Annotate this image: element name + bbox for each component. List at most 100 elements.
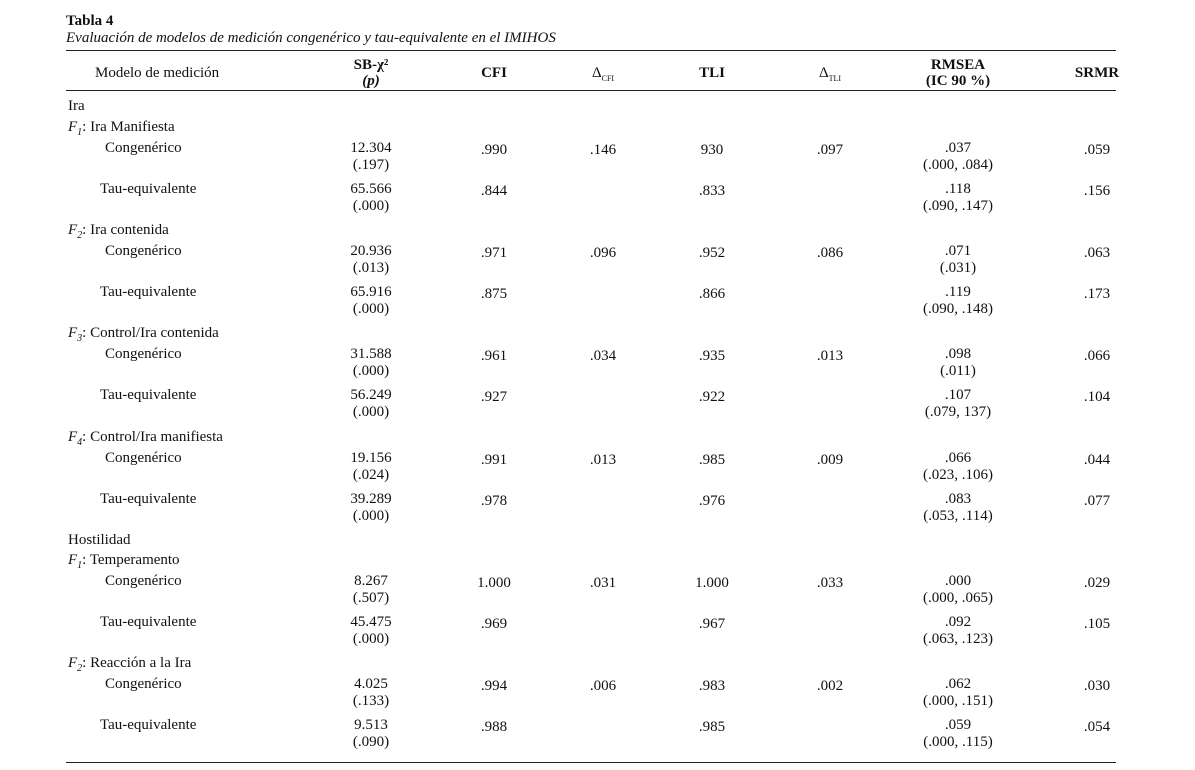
rmsea-point: .118 bbox=[945, 181, 971, 197]
factor-letter: F4 bbox=[68, 429, 83, 448]
dtli-value: .002 bbox=[816, 678, 844, 694]
cfi-value: .844 bbox=[480, 183, 508, 199]
tli-value: .922 bbox=[698, 389, 726, 405]
factor-number: 3 bbox=[77, 333, 83, 344]
sb-chi2-value: 19.156 (.024) bbox=[350, 450, 391, 484]
chi2-value: 9.513 bbox=[354, 717, 388, 733]
rmsea-value: .118 (.090, .147) bbox=[923, 181, 993, 215]
rmsea-ci: (.079, 137) bbox=[924, 404, 992, 420]
factor-heading: F3: Control/Ira contenida bbox=[68, 325, 219, 347]
rmsea-ci: (.000, .065) bbox=[923, 590, 993, 606]
chi2-value: 65.916 bbox=[350, 284, 392, 300]
model-label: Tau-equivalente bbox=[100, 181, 197, 197]
sb-chi2-value: 65.566 (.000) bbox=[350, 181, 391, 215]
tli-value: .935 bbox=[698, 348, 726, 364]
rmsea-point: .066 bbox=[944, 450, 972, 466]
p-value: (.000) bbox=[352, 198, 390, 214]
rmsea-point: .119 bbox=[945, 284, 971, 300]
rmsea-value: .066 (.023, .106) bbox=[923, 450, 993, 484]
srmr-value: .156 bbox=[1083, 183, 1111, 199]
p-value: (.000) bbox=[352, 404, 390, 420]
srmr-value: .104 bbox=[1083, 389, 1111, 405]
srmr-value: .044 bbox=[1083, 452, 1111, 468]
cfi-value: .988 bbox=[480, 719, 508, 735]
model-label: Congenérico bbox=[105, 450, 182, 466]
cfi-value: .875 bbox=[480, 286, 508, 302]
factor-number: 4 bbox=[77, 437, 83, 448]
dcfi-value: .013 bbox=[589, 452, 617, 468]
factor-letter: F2 bbox=[68, 655, 83, 674]
rmsea-ci: (.023, .106) bbox=[923, 467, 993, 483]
table-caption: Evaluación de modelos de medición congen… bbox=[66, 30, 556, 46]
factor-heading: F2: Ira contenida bbox=[68, 222, 169, 244]
p-value: (.197) bbox=[352, 157, 390, 173]
factor-letter: F3 bbox=[68, 325, 83, 344]
header-delta-cfi: ΔCFI bbox=[591, 65, 615, 83]
header-cfi: CFI bbox=[481, 65, 507, 81]
factor-label: : Ira Manifiesta bbox=[82, 119, 175, 135]
dcfi-value: .031 bbox=[589, 575, 617, 591]
p-value: (.507) bbox=[352, 590, 390, 606]
tli-value: .967 bbox=[698, 616, 726, 632]
sb-chi2-value: 20.936 (.013) bbox=[350, 243, 391, 277]
chi2-value: 4.025 bbox=[354, 676, 388, 692]
header-model: Modelo de medición bbox=[95, 65, 220, 81]
cfi-value: 1.000 bbox=[477, 575, 511, 591]
rmsea-point: .107 bbox=[944, 387, 972, 403]
rmsea-point: .037 bbox=[944, 140, 972, 156]
cfi-value: .927 bbox=[480, 389, 508, 405]
rmsea-ci: (.063, .123) bbox=[923, 631, 993, 647]
chi2-value: 45.475 bbox=[350, 614, 392, 630]
header-delta-tli: ΔTLI bbox=[818, 65, 842, 83]
rmsea-point: .083 bbox=[944, 491, 972, 507]
dtli-value: .097 bbox=[816, 142, 844, 158]
p-value: (.133) bbox=[352, 693, 390, 709]
tli-value: .983 bbox=[698, 678, 726, 694]
factor-heading: F4: Control/Ira manifiesta bbox=[68, 429, 223, 451]
model-label: Tau-equivalente bbox=[100, 491, 197, 507]
rmsea-value: .083 (.053, .114) bbox=[923, 491, 992, 525]
rmsea-value: .062 (.000, .151) bbox=[923, 676, 993, 710]
rmsea-value: .119 (.090, .148) bbox=[923, 284, 993, 318]
factor-heading: F1: Ira Manifiesta bbox=[68, 119, 175, 141]
rmsea-value: .037 (.000, .084) bbox=[923, 140, 993, 174]
p-value: (.000) bbox=[352, 363, 390, 379]
cfi-value: .994 bbox=[480, 678, 508, 694]
sb-chi2-value: 31.588 (.000) bbox=[350, 346, 391, 380]
tli-value: .866 bbox=[698, 286, 726, 302]
cfi-value: .961 bbox=[480, 348, 508, 364]
rmsea-ci: (.000, .084) bbox=[923, 157, 993, 173]
p-value: (.024) bbox=[352, 467, 390, 483]
rmsea-value: .071 (.031) bbox=[940, 243, 976, 277]
srmr-value: .063 bbox=[1083, 245, 1111, 261]
p-value: (.013) bbox=[352, 260, 390, 276]
cfi-value: .969 bbox=[480, 616, 508, 632]
tli-value: .985 bbox=[698, 452, 726, 468]
sb-chi2-value: 4.025 (.133) bbox=[353, 676, 389, 710]
factor-letter: F2 bbox=[68, 222, 83, 241]
factor-label: : Control/Ira manifiesta bbox=[82, 429, 223, 445]
header-rule bbox=[66, 90, 1116, 91]
model-label: Congenérico bbox=[105, 573, 182, 589]
rmsea-value: .092 (.063, .123) bbox=[923, 614, 993, 648]
chi2-value: 19.156 bbox=[350, 450, 392, 466]
factor-letter: F1 bbox=[68, 119, 83, 138]
factor-label: : Control/Ira contenida bbox=[82, 325, 219, 341]
dcfi-value: .096 bbox=[589, 245, 617, 261]
tli-value: .833 bbox=[698, 183, 726, 199]
srmr-value: .030 bbox=[1083, 678, 1111, 694]
model-label: Tau-equivalente bbox=[100, 387, 197, 403]
p-value: (.090) bbox=[352, 734, 390, 750]
srmr-value: .066 bbox=[1083, 348, 1111, 364]
factor-label: : Reacción a la Ira bbox=[82, 655, 192, 671]
top-rule bbox=[66, 50, 1116, 51]
rmsea-ci: (.000, .151) bbox=[923, 693, 993, 709]
rmsea-point: .092 bbox=[944, 614, 972, 630]
srmr-value: .059 bbox=[1083, 142, 1111, 158]
dcfi-value: .146 bbox=[589, 142, 617, 158]
rmsea-ci: (.090, .148) bbox=[923, 301, 993, 317]
tli-value: 1.000 bbox=[695, 575, 729, 591]
cfi-value: .991 bbox=[480, 452, 508, 468]
srmr-value: .077 bbox=[1083, 493, 1111, 509]
factor-number: 1 bbox=[77, 560, 83, 571]
